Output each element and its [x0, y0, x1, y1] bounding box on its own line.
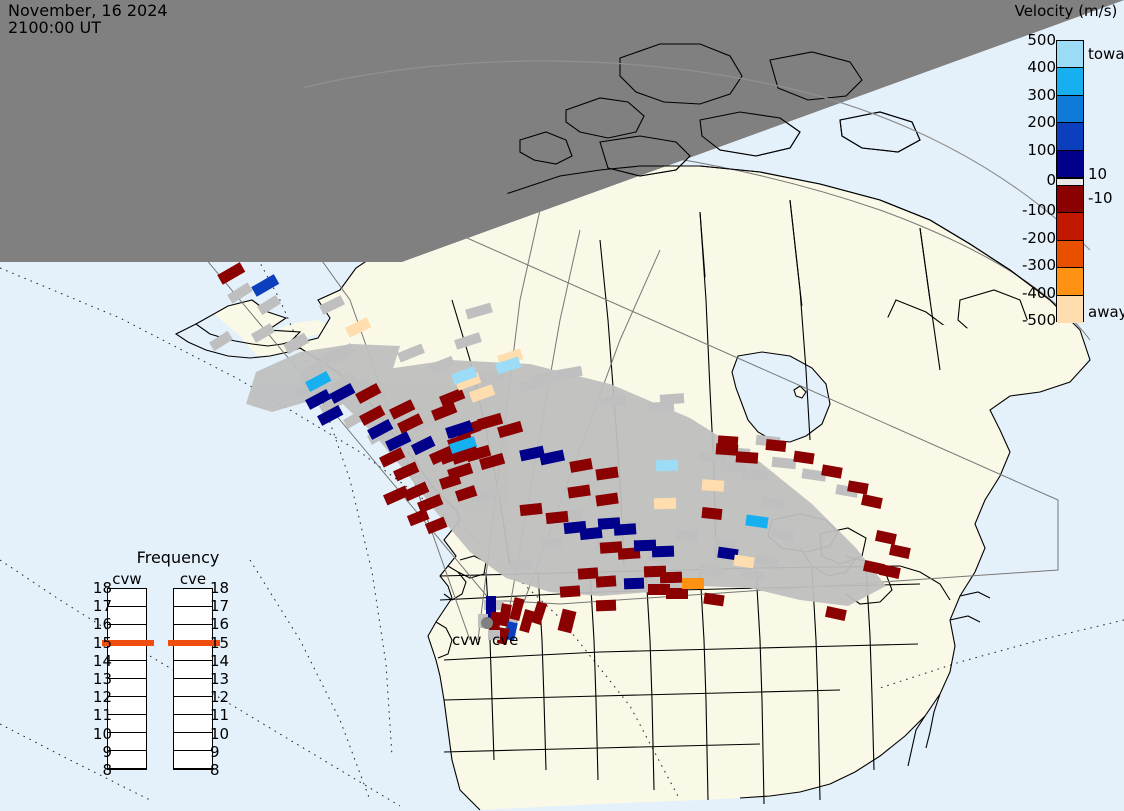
velocity-band-away-2 — [1057, 240, 1083, 269]
velocity-tick-neg200: -200 — [1021, 228, 1056, 247]
frequency-segment — [108, 733, 146, 751]
night-map-features — [469, 43, 1081, 330]
velocity-band-zero — [1057, 177, 1083, 186]
frequency-legend: Frequency cvw cve 18 17 16 15 14 13 12 11 10 9 8 1… — [88, 548, 268, 788]
frequency-segment — [174, 589, 212, 607]
frequency-segment — [108, 679, 146, 697]
frequency-column-cvw: cvw — [98, 570, 156, 770]
frequency-segment — [174, 607, 212, 625]
frequency-column-label-cve: cve — [179, 570, 207, 588]
frequency-tick-right-8: 8 — [210, 761, 220, 779]
velocity-band-away-3 — [1057, 268, 1083, 296]
velocity-tick-200: 200 — [1027, 113, 1056, 132]
frequency-column-cve: cve — [164, 570, 222, 770]
frequency-tick-left-17: 17 — [92, 597, 112, 616]
velocity-tick-500: 500 — [1027, 31, 1056, 49]
frequency-segment — [174, 643, 212, 661]
velocity-band-toward-0 — [1057, 41, 1083, 69]
atlantic-ocean-wedge — [900, 290, 1124, 811]
velocity-inner-negative-label: -10 — [1088, 189, 1113, 207]
frequency-tick-right-15: 15 — [210, 633, 230, 652]
frequency-marker-cvw — [102, 640, 154, 646]
frequency-tick-left-11: 11 — [92, 706, 112, 725]
velocity-band-away-1 — [1057, 213, 1083, 241]
velocity-tick-400: 400 — [1027, 58, 1056, 77]
frequency-tick-right-11: 11 — [210, 706, 230, 725]
frequency-tick-right-18: 18 — [210, 579, 230, 597]
velocity-toward-label: toward — [1088, 45, 1124, 63]
frequency-tick-right-17: 17 — [210, 597, 230, 616]
velocity-tick-neg100: -100 — [1021, 201, 1056, 220]
terminator-arc — [209, 60, 1091, 251]
frequency-tick-left-8: 8 — [102, 761, 112, 779]
frequency-legend-title: Frequency — [136, 548, 220, 567]
velocity-tick-neg400: -400 — [1021, 283, 1056, 302]
timestamp-date: November, 16 2024 — [8, 1, 168, 20]
velocity-band-toward-2 — [1057, 95, 1083, 124]
frequency-segment — [174, 697, 212, 715]
frequency-tick-left-13: 13 — [92, 670, 112, 688]
frequency-segment — [108, 607, 146, 625]
frequency-bar-cve — [168, 588, 220, 770]
velocity-band-toward-3 — [1057, 123, 1083, 151]
velocity-band-toward-4 — [1057, 150, 1083, 178]
frequency-tick-right-16: 16 — [210, 615, 230, 634]
velocity-band-away-0 — [1057, 185, 1083, 214]
frequency-tick-left-18: 18 — [92, 579, 112, 597]
frequency-segment — [108, 715, 146, 733]
frequency-tick-left-10: 10 — [92, 724, 112, 743]
hudson-bay — [732, 352, 830, 442]
frequency-segment — [174, 751, 212, 769]
frequency-segment — [174, 715, 212, 733]
frequency-tick-left-16: 16 — [92, 615, 112, 634]
frequency-tick-left-14: 14 — [92, 651, 112, 670]
velocity-tick-0: 0 — [1046, 171, 1056, 189]
frequency-column-label-cvw: cvw — [112, 570, 142, 588]
frequency-tick-right-13: 13 — [210, 670, 230, 688]
velocity-legend-title: Velocity (m/s) — [1014, 2, 1118, 20]
velocity-tick-neg300: -300 — [1021, 256, 1056, 275]
frequency-segment — [174, 661, 212, 679]
velocity-away-label: away — [1088, 303, 1124, 321]
frequency-tick-right-9: 9 — [210, 742, 220, 761]
frequency-segment — [108, 643, 146, 661]
frequency-bar-cvw — [102, 588, 154, 770]
frequency-segment — [108, 589, 146, 607]
velocity-band-toward-1 — [1057, 68, 1083, 96]
radar-site-label-cve: cve — [492, 631, 519, 649]
frequency-segment — [108, 661, 146, 679]
velocity-colorbar — [1056, 40, 1084, 323]
frequency-tick-left-15: 15 — [92, 633, 112, 652]
velocity-band-away-4 — [1057, 295, 1083, 323]
velocity-tick-300: 300 — [1027, 85, 1056, 104]
frequency-tick-left-9: 9 — [102, 742, 112, 761]
frequency-tick-right-12: 12 — [210, 688, 230, 707]
velocity-tick-neg500: -500 — [1021, 311, 1056, 329]
frequency-segment — [108, 751, 146, 769]
velocity-tick-100: 100 — [1027, 140, 1056, 159]
frequency-tick-right-10: 10 — [210, 724, 230, 743]
velocity-cells — [217, 262, 911, 645]
velocity-inner-positive-label: 10 — [1088, 165, 1108, 183]
alaska-southwest-spur — [280, 320, 330, 338]
frequency-tick-right-14: 14 — [210, 651, 230, 670]
frequency-segment — [174, 679, 212, 697]
radar-site-label-cvw: cvw — [452, 631, 482, 649]
frequency-tick-left-12: 12 — [92, 688, 112, 707]
frequency-segment — [108, 697, 146, 715]
frequency-segment — [174, 733, 212, 751]
velocity-legend: Velocity (m/s) 500 400 300 200 100 0 -100 -200 -… — [1008, 2, 1124, 332]
radar-site-marker — [481, 617, 493, 629]
frequency-marker-cve — [168, 640, 220, 646]
timestamp-time: 2100:00 UT — [8, 18, 102, 37]
